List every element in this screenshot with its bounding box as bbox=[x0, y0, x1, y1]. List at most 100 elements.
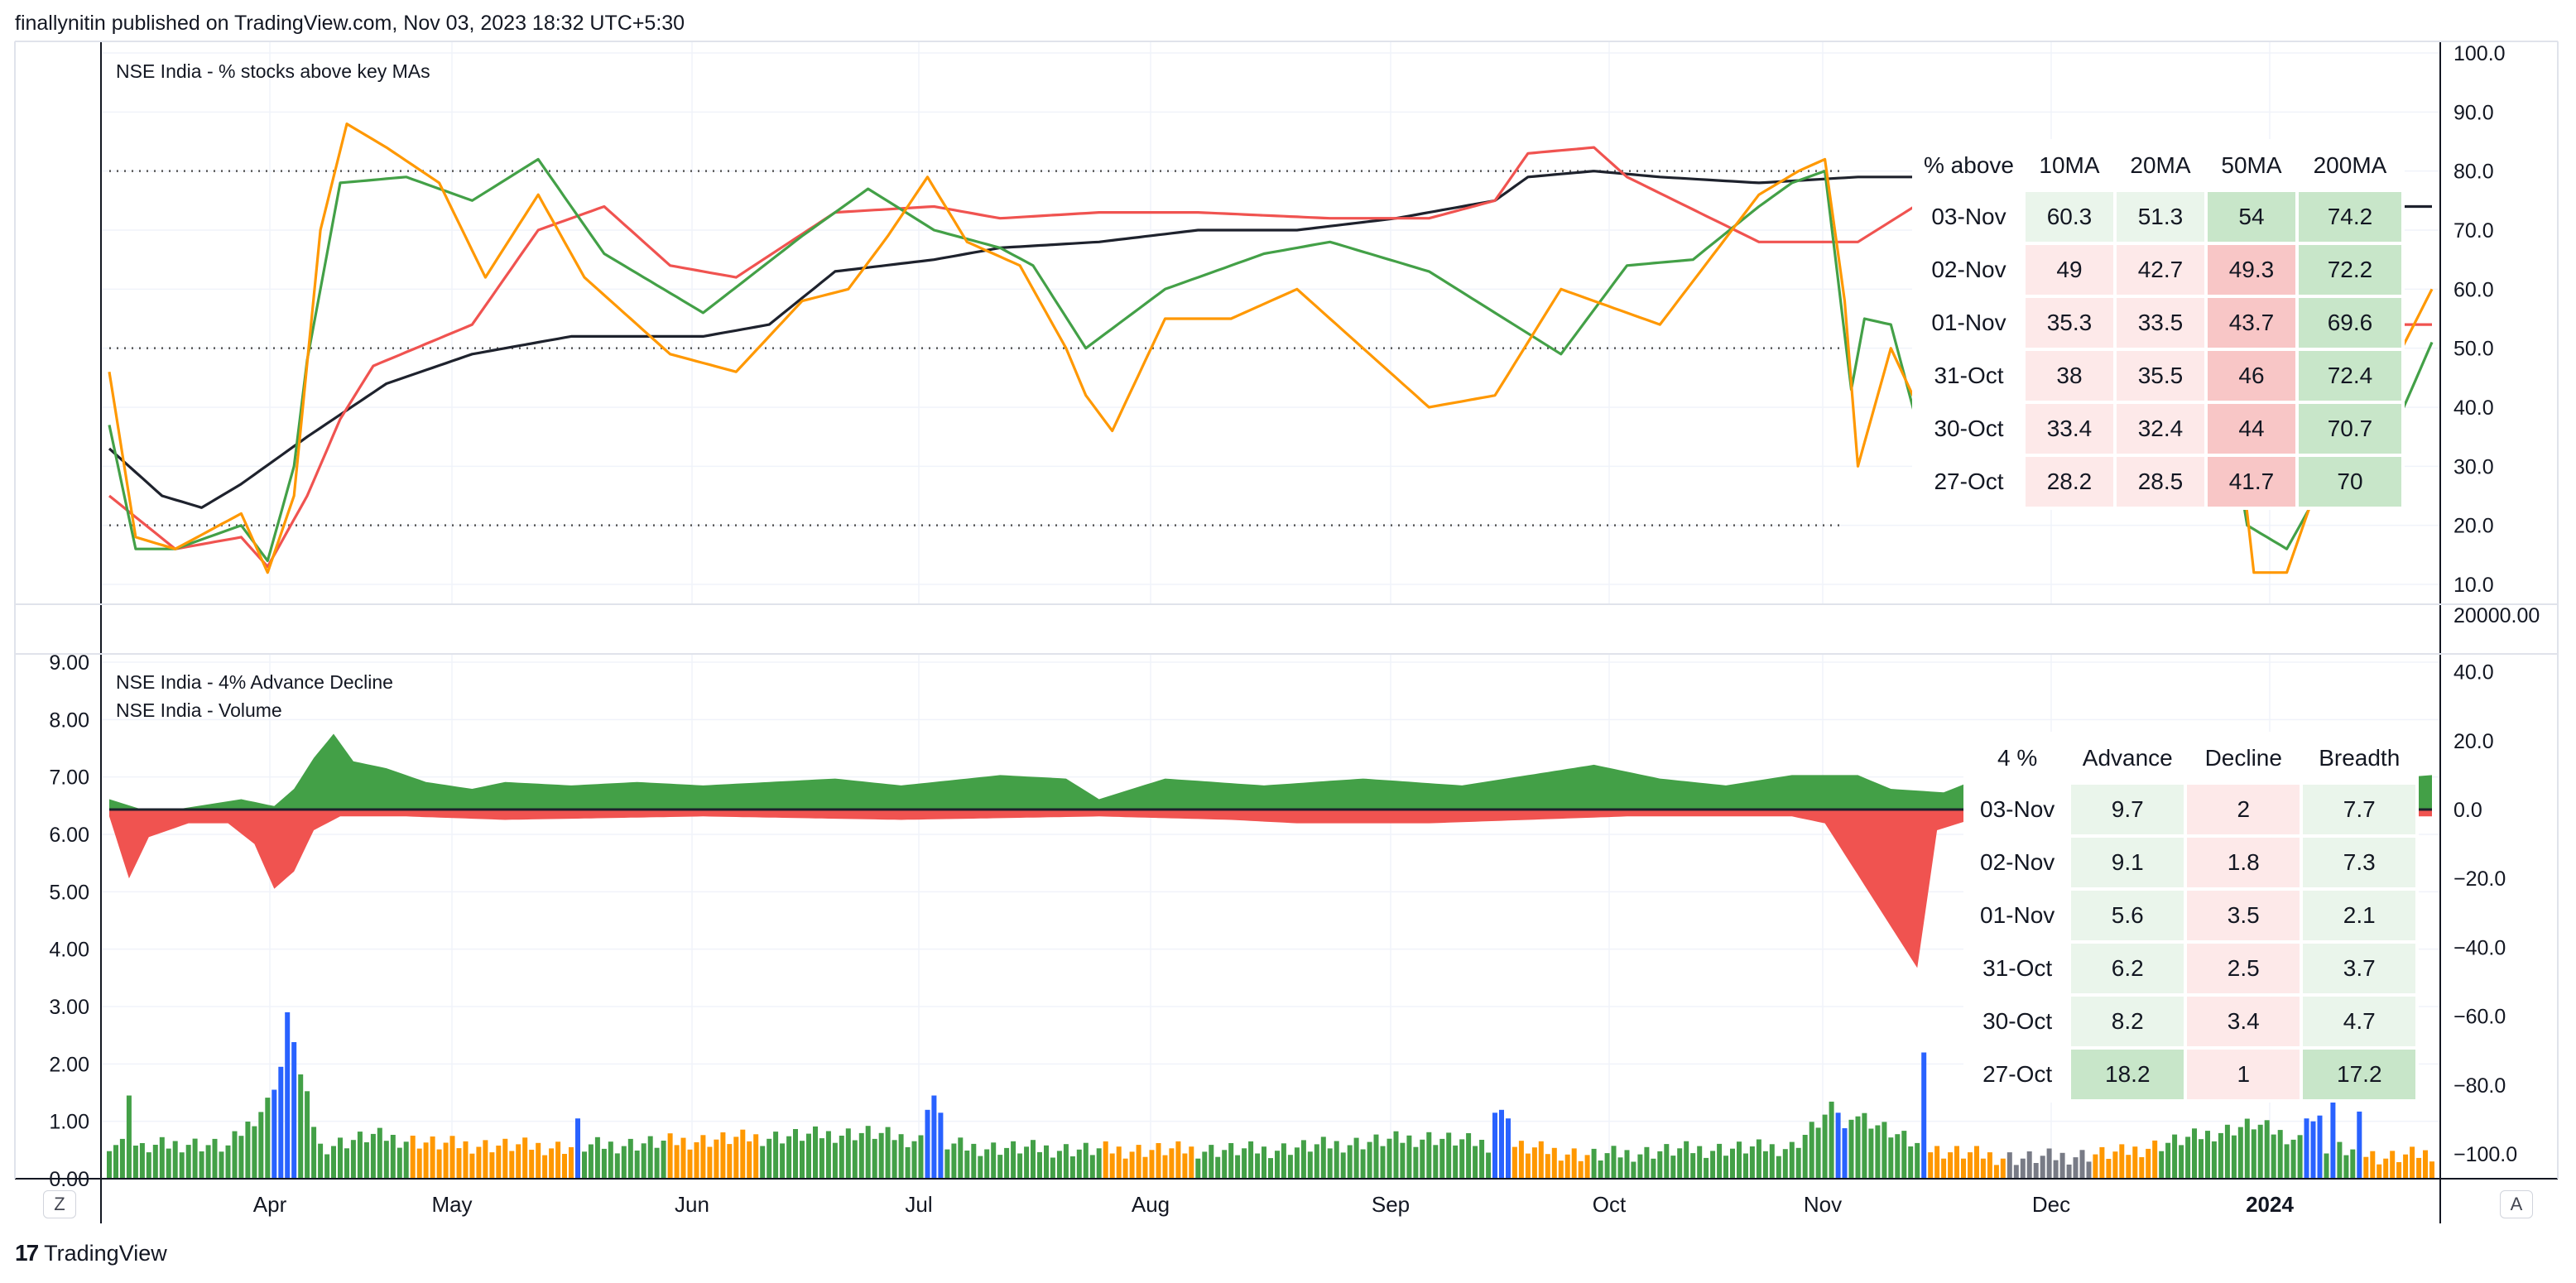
volume-bar bbox=[1367, 1141, 1372, 1179]
volume-bar bbox=[2040, 1156, 2045, 1179]
ad-y-tick-label: −60.0 bbox=[2453, 1006, 2506, 1029]
volume-bar bbox=[410, 1136, 416, 1179]
volume-bar bbox=[621, 1146, 627, 1179]
volume-bar bbox=[898, 1134, 904, 1179]
volume-bar bbox=[1710, 1151, 1716, 1179]
volume-bar bbox=[318, 1143, 324, 1179]
volume-bar bbox=[747, 1141, 752, 1179]
table-row: 30-Oct 33.4 32.4 44 70.7 bbox=[1915, 404, 2401, 454]
volume-bar bbox=[344, 1148, 349, 1179]
volume-bar bbox=[1908, 1146, 1914, 1179]
volume-bar bbox=[1756, 1139, 1761, 1179]
volume-bar bbox=[1393, 1131, 1399, 1179]
cell-10ma: 60.3 bbox=[2025, 192, 2113, 242]
volume-bar bbox=[931, 1095, 937, 1179]
volume-bar bbox=[363, 1142, 369, 1179]
volume-bar bbox=[614, 1153, 620, 1179]
volume-bar bbox=[1215, 1156, 1221, 1179]
volume-bar bbox=[1901, 1131, 1907, 1179]
volume-bar bbox=[272, 1089, 277, 1179]
volume-bar bbox=[839, 1136, 844, 1179]
volume-bar bbox=[2396, 1162, 2402, 1179]
volume-bar bbox=[469, 1153, 475, 1179]
volume-bar bbox=[1829, 1101, 1834, 1179]
table-row: 01-Nov 35.3 33.5 43.7 69.6 bbox=[1915, 298, 2401, 348]
volume-bar bbox=[1083, 1142, 1089, 1179]
volume-bar bbox=[1413, 1146, 1419, 1179]
volume-bar bbox=[185, 1145, 191, 1179]
volume-bar bbox=[627, 1138, 633, 1179]
volume-bar bbox=[2304, 1118, 2309, 1179]
volume-bar bbox=[1149, 1150, 1155, 1179]
volume-bar bbox=[1677, 1148, 1683, 1179]
volume-bar bbox=[179, 1152, 185, 1179]
time-zone-button[interactable]: Z bbox=[43, 1190, 76, 1218]
volume-bar bbox=[2132, 1146, 2138, 1179]
volume-bar bbox=[311, 1127, 317, 1179]
volume-bar bbox=[2073, 1157, 2079, 1179]
volume-bar bbox=[2152, 1140, 2158, 1179]
volume-bar bbox=[1446, 1132, 1452, 1179]
volume-bar bbox=[219, 1151, 224, 1179]
volume-bar bbox=[1162, 1155, 1168, 1179]
reference-lines bbox=[109, 170, 1839, 526]
volume-bar bbox=[1248, 1141, 1254, 1179]
volume-bar bbox=[502, 1138, 508, 1179]
volume-bar bbox=[971, 1143, 977, 1179]
volume-bar bbox=[1044, 1145, 1049, 1179]
auto-scale-button[interactable]: A bbox=[2500, 1190, 2533, 1218]
volume-bar bbox=[2423, 1150, 2428, 1179]
volume-bar bbox=[1538, 1141, 1544, 1179]
volume-bar bbox=[1156, 1143, 1161, 1179]
volume-bar bbox=[2370, 1151, 2376, 1179]
volume-bar bbox=[1637, 1154, 1643, 1179]
volume-bar bbox=[1360, 1149, 1366, 1179]
volume-bar bbox=[285, 1012, 291, 1179]
volume-bar bbox=[449, 1136, 455, 1179]
table-row: 30-Oct 8.2 3.4 4.7 bbox=[1967, 997, 2416, 1046]
volume-bar bbox=[1122, 1158, 1128, 1179]
volume-bar bbox=[350, 1140, 356, 1179]
volume-bar bbox=[1353, 1137, 1359, 1179]
x-tick-label: Dec bbox=[2032, 1192, 2070, 1217]
volume-bar bbox=[1189, 1146, 1194, 1179]
volume-bar bbox=[1486, 1152, 1492, 1179]
volume-bar bbox=[2330, 1065, 2336, 1179]
volume-bar bbox=[199, 1151, 204, 1179]
x-tick-label: Oct bbox=[1593, 1192, 1627, 1217]
volume-bar bbox=[2053, 1160, 2059, 1179]
row-date: 30-Oct bbox=[1982, 1008, 2053, 1034]
volume-bar bbox=[2297, 1135, 2303, 1179]
volume-bar bbox=[2000, 1158, 2006, 1179]
volume-bar bbox=[1300, 1140, 1306, 1179]
volume-bar bbox=[1578, 1160, 1584, 1179]
ma-y-tick-label: 100.0 bbox=[2453, 42, 2506, 65]
volume-bar bbox=[113, 1145, 118, 1179]
volume-bar bbox=[1551, 1147, 1557, 1179]
volume-bar bbox=[2205, 1131, 2210, 1179]
advance-area bbox=[109, 733, 2432, 810]
volume-bar bbox=[2020, 1158, 2026, 1179]
volume-bar bbox=[2211, 1141, 2217, 1179]
volume-bar bbox=[1525, 1153, 1531, 1179]
volume-bar bbox=[245, 1122, 251, 1179]
volume-bar bbox=[2139, 1157, 2145, 1179]
volume-bar bbox=[1031, 1140, 1036, 1179]
ma-y-tick-label: 70.0 bbox=[2453, 219, 2494, 243]
column-header: 10MA bbox=[2039, 152, 2100, 178]
volume-bar bbox=[1400, 1142, 1406, 1179]
volume-bar bbox=[1109, 1153, 1115, 1179]
volume-bar bbox=[192, 1138, 198, 1179]
volume-bar bbox=[1518, 1141, 1524, 1179]
cell-decline: 1.8 bbox=[2187, 838, 2300, 887]
volume-bar bbox=[997, 1155, 1003, 1179]
x-tick-label: 2024 bbox=[2246, 1192, 2294, 1217]
volume-bar bbox=[1928, 1152, 1934, 1179]
volume-bar bbox=[1096, 1148, 1102, 1179]
volume-bar bbox=[1479, 1140, 1485, 1179]
row-date: 01-Nov bbox=[1931, 310, 2006, 335]
volume-bar bbox=[1499, 1109, 1504, 1179]
volume-bar bbox=[555, 1141, 561, 1179]
volume-bar bbox=[1795, 1147, 1801, 1179]
cell-breadth: 7.3 bbox=[2303, 838, 2416, 887]
